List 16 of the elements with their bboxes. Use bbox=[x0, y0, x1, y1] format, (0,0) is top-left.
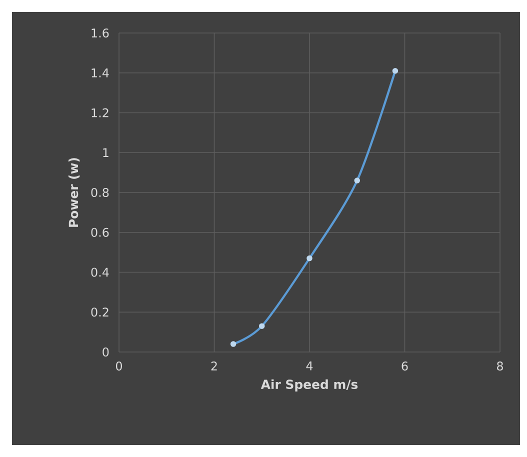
y-tick-label: 0.6 bbox=[91, 228, 109, 237]
x-tick-label: 6 bbox=[402, 362, 408, 371]
y-tick-label: 1.2 bbox=[92, 108, 108, 118]
y-tick-label: 0.4 bbox=[91, 268, 109, 277]
y-tick-label: 1 bbox=[103, 148, 108, 157]
x-tick-label: 0 bbox=[116, 362, 122, 371]
y-axis-title: Power (w) bbox=[68, 158, 80, 227]
x-tick-label: 2 bbox=[211, 362, 217, 370]
y-tick-label: 1.6 bbox=[92, 28, 109, 38]
y-tick-label: 0.8 bbox=[91, 188, 109, 198]
x-axis-title: Air Speed m/s bbox=[260, 379, 358, 392]
x-tick-label: 4 bbox=[306, 362, 313, 370]
y-tick-label: 1.4 bbox=[92, 68, 109, 78]
y-tick-label: 0.2 bbox=[91, 308, 108, 317]
y-tick-label: 0 bbox=[102, 347, 109, 357]
x-tick-label: 8 bbox=[497, 362, 503, 371]
